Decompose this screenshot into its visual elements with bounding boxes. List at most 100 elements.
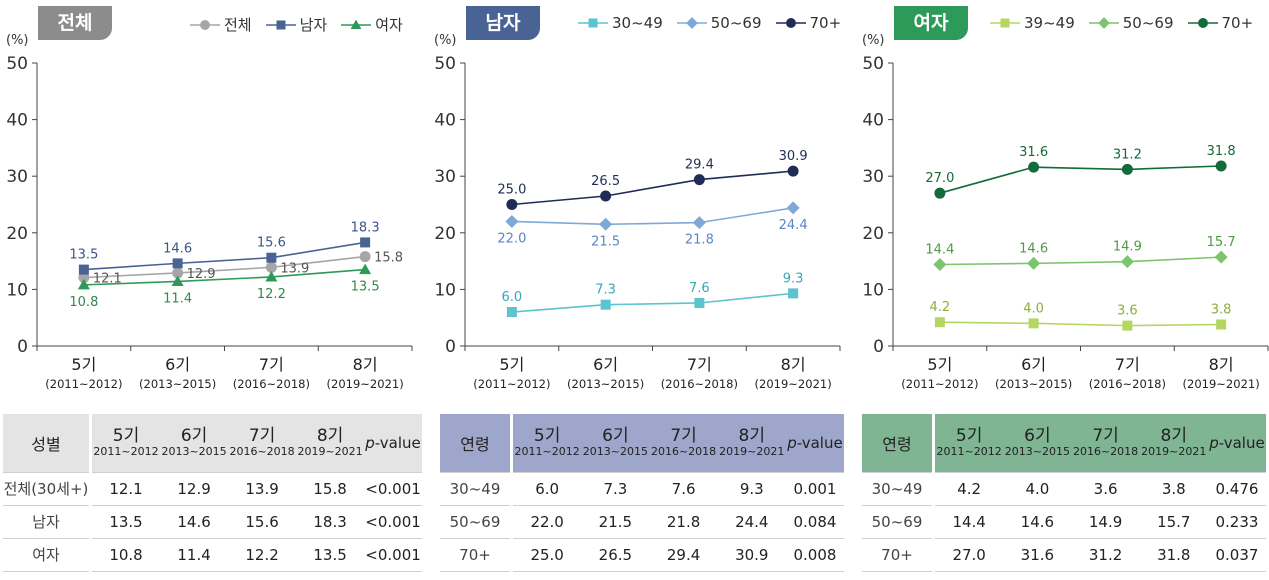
- period-header: 6기 2013~2015: [160, 414, 229, 472]
- data-point: [78, 272, 90, 284]
- data-label: 27.0: [925, 171, 954, 186]
- x-tick-label: 6기: [1021, 355, 1046, 374]
- pvalue-header-rest: -value: [374, 433, 421, 452]
- legend-item: 남자: [265, 14, 327, 35]
- panel-tag: 남자: [466, 6, 540, 40]
- x-tick-label: 8기: [781, 355, 806, 374]
- data-label: 14.9: [1113, 240, 1142, 255]
- period-label: 8기: [1160, 426, 1188, 447]
- legend-item: 50~69: [1088, 14, 1174, 32]
- series-line: [83, 268, 366, 286]
- chart-panel-male: 남자 30~49 50~69 70+ (%) 0 10 20 30 40 50 5기 (2011~2…: [428, 0, 851, 400]
- table-female-age: 연령 5기 2011~2012 6기 2013~2015 7기 2016~2018 8기 201…: [862, 414, 1266, 572]
- x-tick-label: 8기: [353, 355, 378, 374]
- x-tick-sublabel: (2013~2015): [567, 377, 644, 391]
- legend-marker: [990, 18, 1020, 28]
- pvalue-header-p: p: [787, 433, 797, 452]
- data-label: 21.5: [591, 234, 620, 249]
- period-label: 7기: [1092, 426, 1119, 447]
- cell-value: 15.6: [228, 504, 297, 538]
- period-years: 2013~2015: [1004, 444, 1070, 458]
- data-label: 15.8: [374, 251, 403, 266]
- data-label: 25.0: [497, 183, 526, 198]
- data-point: [934, 317, 945, 328]
- cell-value: 31.6: [1003, 537, 1072, 571]
- data-point: [78, 264, 89, 275]
- data-label: 24.4: [779, 218, 808, 233]
- x-tick-label: 8기: [1209, 355, 1234, 374]
- cell-value: 14.9: [1071, 504, 1140, 538]
- chart-panel-female: 여자 39~49 50~69 70+ (%) 0 10 20 30 40 50 5기 (2011~2…: [856, 0, 1269, 400]
- y-tick-label: 0: [873, 337, 884, 357]
- data-label: 12.2: [257, 287, 286, 302]
- data-point: [1028, 161, 1040, 173]
- chart-panel-total: 전체 전체 남자 여자 (%) 0 10 20 30 40 50 5기 (2011~2012) 6기(…: [0, 0, 423, 400]
- pvalue-cell: 0.037: [1207, 537, 1266, 571]
- data-point: [787, 165, 799, 177]
- data-point: [506, 307, 517, 318]
- cell-value: 13.5: [90, 504, 161, 538]
- unit-label: (%): [6, 33, 29, 48]
- cell-value: 21.5: [581, 504, 650, 538]
- data-label: 14.6: [1019, 241, 1048, 256]
- data-label: 10.8: [69, 295, 98, 310]
- data-label: 13.5: [69, 248, 98, 263]
- legend-marker: [265, 20, 296, 29]
- cell-value: 27.0: [933, 537, 1004, 571]
- series-line: [939, 165, 1222, 194]
- pvalue-header: p-value: [1207, 414, 1266, 472]
- period-years: 2019~2021: [297, 444, 363, 458]
- panel-tag: 여자: [894, 6, 968, 40]
- cell-value: 4.2: [933, 471, 1004, 505]
- cell-value: 26.5: [581, 537, 650, 571]
- cell-value: 12.2: [228, 537, 297, 571]
- data-point: [171, 275, 184, 286]
- cell-value: 6.0: [511, 471, 582, 505]
- pvalue-cell: <0.001: [364, 504, 422, 538]
- period-years: 2011~2012: [514, 444, 580, 458]
- data-point: [265, 270, 278, 282]
- line-chart-total: (%) 0 10 20 30 40 50 5기 (2011~2012) 6기 (2013~2015)…: [6, 33, 413, 391]
- legend-label: 70+: [809, 14, 842, 32]
- period-header: 6기 2013~2015: [1003, 414, 1072, 472]
- data-point: [694, 297, 705, 308]
- period-years: 2016~2018: [650, 444, 717, 458]
- row-label: 70+: [862, 537, 935, 571]
- cell-value: 31.2: [1071, 537, 1140, 571]
- cell-value: 14.6: [160, 504, 229, 538]
- pvalue-cell: 0.001: [785, 471, 844, 505]
- y-tick-label: 20: [862, 224, 884, 244]
- period-years: 2016~2018: [229, 444, 295, 458]
- table-row: 전체(30세+) 12.1 12.9 13.9 15.8 <0.001: [3, 471, 422, 505]
- cell-value: 14.4: [933, 504, 1004, 538]
- data-point: [600, 299, 611, 310]
- row-label: 여자: [3, 537, 92, 571]
- row-label: 30~49: [862, 471, 935, 505]
- period-years: 2013~2015: [161, 444, 227, 458]
- data-label: 14.4: [925, 242, 954, 257]
- data-label: 29.4: [685, 158, 714, 173]
- legend-item: 50~69: [676, 14, 762, 32]
- legend-label: 50~69: [1122, 14, 1174, 32]
- row-label: 70+: [440, 537, 513, 571]
- x-tick-sublabel: (2011~2012): [901, 377, 978, 391]
- legend-marker: [775, 18, 806, 28]
- cell-value: 11.4: [160, 537, 229, 571]
- legend-marker: [190, 19, 220, 30]
- period-label: 5기: [112, 426, 140, 447]
- data-point: [266, 252, 277, 263]
- cell-value: 4.0: [1003, 471, 1072, 505]
- period-header: 8기 2019~2021: [296, 414, 365, 472]
- y-tick-label: 20: [434, 224, 456, 244]
- data-point: [1122, 320, 1133, 331]
- series-line: [939, 256, 1222, 266]
- cell-value: 3.6: [1071, 471, 1140, 505]
- data-point: [1215, 160, 1227, 172]
- x-tick-label: 7기: [1115, 355, 1140, 374]
- table-row: 50~69 14.4 14.6 14.9 15.7 0.233: [862, 504, 1266, 538]
- data-point: [172, 258, 183, 269]
- cell-value: 15.7: [1139, 504, 1208, 538]
- table-row: 여자 10.8 11.4 12.2 13.5 <0.001: [3, 537, 422, 571]
- y-tick-label: 10: [862, 280, 884, 300]
- y-tick-label: 0: [445, 337, 456, 357]
